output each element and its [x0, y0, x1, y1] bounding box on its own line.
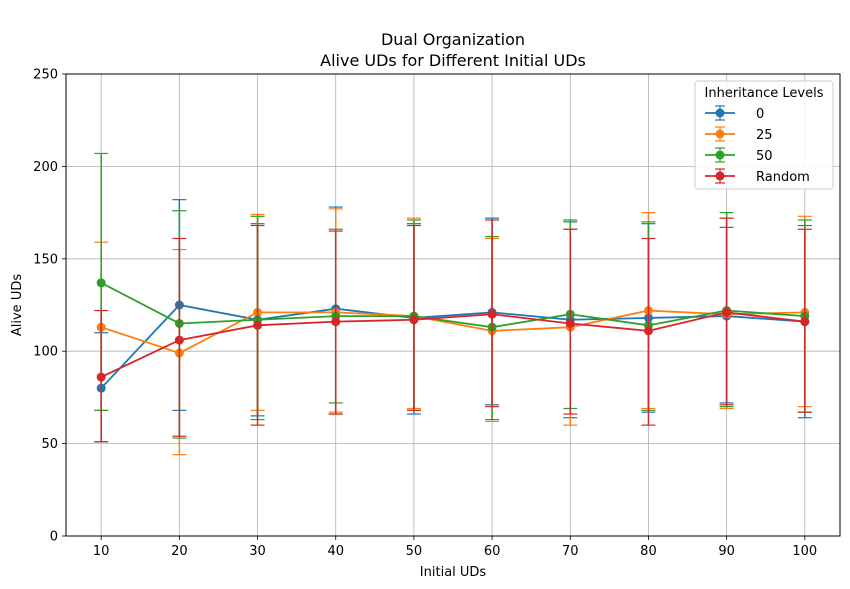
x-axis-label: Initial UDs: [420, 565, 487, 580]
legend: Inheritance Levels 0 25 50 Random: [694, 80, 834, 190]
data-point: [331, 317, 341, 327]
series-layer: [94, 152, 812, 456]
y-tick-label: 50: [41, 437, 58, 452]
data-point: [96, 372, 106, 382]
y-axis-label: Alive UDs: [10, 274, 25, 336]
data-point: [487, 309, 497, 319]
legend-label: 25: [756, 128, 773, 143]
legend-marker: [715, 129, 725, 139]
series-line: [100, 311, 805, 378]
x-tick-label: 20: [171, 544, 188, 559]
x-tick-label: 80: [640, 544, 657, 559]
legend-marker: [715, 150, 725, 160]
y-tick-label: 100: [33, 345, 58, 360]
x-tick-label: 10: [93, 544, 110, 559]
data-point: [96, 278, 106, 288]
legend-label: 50: [756, 149, 773, 164]
data-point: [722, 307, 732, 317]
legend-marker: [715, 108, 725, 118]
series-random: [94, 217, 812, 443]
chart-title: Dual Organization: [381, 30, 525, 49]
data-point: [800, 317, 810, 327]
y-tick-label: 250: [33, 68, 58, 83]
data-point: [253, 320, 263, 330]
x-tick-label: 30: [249, 544, 266, 559]
series-line: [100, 282, 805, 329]
data-point: [174, 335, 184, 345]
legend-title: Inheritance Levels: [705, 86, 824, 101]
legend-marker: [715, 171, 725, 181]
y-tick-label: 200: [33, 160, 58, 175]
y-tick-label: 150: [33, 252, 58, 267]
legend-label: 0: [756, 107, 764, 122]
data-point: [409, 315, 419, 325]
series-line: [100, 304, 805, 389]
y-tick-label: 0: [50, 530, 58, 545]
chart-subtitle: Alive UDs for Different Initial UDs: [320, 51, 586, 70]
x-tick-label: 60: [484, 544, 501, 559]
x-tick-label: 40: [327, 544, 344, 559]
x-tick-label: 70: [562, 544, 579, 559]
legend-label: Random: [756, 170, 810, 185]
data-point: [565, 318, 575, 328]
plot-frame: [65, 73, 841, 537]
legend-box: [694, 80, 834, 190]
x-tick-label: 50: [406, 544, 423, 559]
data-point: [643, 326, 653, 336]
x-tick-label: 90: [718, 544, 735, 559]
x-tick-label: 100: [792, 544, 817, 559]
